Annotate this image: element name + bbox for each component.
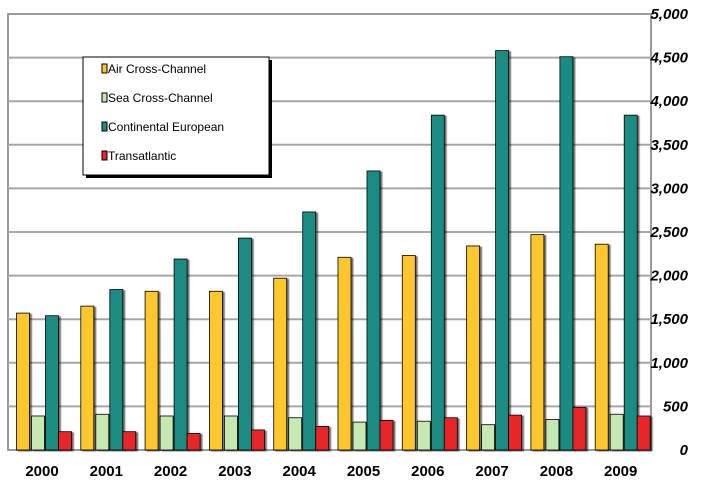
bar-sea-cross-channel [159, 415, 174, 451]
x-tick-label: 2003 [218, 463, 251, 480]
bar-continental-european [302, 211, 317, 451]
y-tick-label: 0 [680, 442, 689, 459]
y-axis-tick-labels: 0 500 1,000 1,500 2,000 2,500 3,000 3,500 4,000 4… [649, 6, 688, 459]
bar-air-cross-channel [337, 256, 352, 451]
bar-continental-european [559, 56, 574, 451]
bar-air-cross-channel [208, 290, 223, 451]
bar-sea-cross-channel [223, 415, 238, 451]
bar-transatlantic [636, 415, 651, 451]
bar-air-cross-channel [401, 255, 416, 451]
legend-swatch [101, 63, 108, 74]
bar-continental-european [173, 258, 188, 451]
bar-air-cross-channel [144, 290, 159, 451]
bar-air-cross-channel [594, 243, 609, 451]
y-tick-label: 5,000 [650, 6, 688, 23]
legend-label: Transatlantic [108, 149, 176, 163]
legend-swatch [101, 121, 108, 132]
bar-air-cross-channel [530, 234, 545, 451]
y-tick-label: 3,000 [650, 180, 688, 197]
bar-continental-european [366, 170, 381, 451]
x-tick-label: 2000 [25, 463, 58, 480]
bars [16, 50, 651, 451]
bar-sea-cross-channel [288, 417, 303, 451]
bar-transatlantic [508, 414, 523, 451]
bar-air-cross-channel [273, 277, 288, 451]
legend-label: Continental European [108, 120, 224, 134]
legend: Air Cross-Channel Sea Cross-Channel Contin… [82, 56, 272, 178]
y-tick-label: 4,000 [649, 93, 688, 110]
x-axis-tick-labels: 2000 2001 2002 2003 2004 2005 2006 2007 2008 2009 [25, 463, 637, 480]
legend-box [82, 56, 270, 176]
y-tick-label: 500 [663, 398, 689, 415]
bar-sea-cross-channel [481, 424, 496, 451]
x-tick-label: 2001 [90, 463, 123, 480]
bar-transatlantic [379, 419, 394, 451]
bar-continental-european [430, 114, 445, 451]
x-tick-label: 2009 [604, 463, 637, 480]
x-tick-label: 2002 [154, 463, 187, 480]
bar-sea-cross-channel [31, 415, 45, 451]
y-tick-label: 4,500 [649, 50, 688, 67]
bar-continental-european [237, 237, 252, 451]
bar-continental-european [45, 315, 59, 451]
y-tick-label: 1,000 [650, 355, 688, 372]
bar-transatlantic [315, 426, 330, 451]
bar-transatlantic [186, 433, 201, 451]
bar-transatlantic [572, 406, 587, 451]
x-tick-label: 2006 [411, 463, 444, 480]
legend-swatch [101, 150, 108, 161]
bar-sea-cross-channel [416, 420, 431, 451]
x-tick-label: 2005 [347, 463, 380, 480]
legend-swatch [101, 92, 108, 103]
x-tick-label: 2007 [475, 463, 508, 480]
bar-air-cross-channel [466, 245, 481, 451]
bar-transatlantic [58, 431, 72, 451]
bar-sea-cross-channel [95, 413, 110, 451]
bar-air-cross-channel [16, 312, 30, 451]
bar-transatlantic [122, 431, 137, 451]
bar-continental-european [495, 50, 510, 451]
bar-sea-cross-channel [609, 413, 624, 451]
y-tick-label: 1,500 [650, 311, 688, 328]
bar-sea-cross-channel [352, 421, 367, 451]
y-tick-label: 2,500 [649, 224, 688, 241]
x-tick-label: 2008 [540, 463, 573, 480]
bar-continental-european [109, 289, 124, 451]
bar-transatlantic [250, 429, 265, 451]
legend-label: Air Cross-Channel [108, 62, 206, 76]
bar-sea-cross-channel [545, 419, 560, 451]
bar-air-cross-channel [80, 305, 95, 451]
y-tick-label: 2,000 [649, 268, 688, 285]
x-tick-label: 2004 [283, 463, 317, 480]
bar-transatlantic [443, 417, 458, 451]
y-tick-label: 3,500 [650, 137, 688, 154]
legend-label: Sea Cross-Channel [108, 91, 213, 105]
bar-continental-european [623, 114, 638, 451]
